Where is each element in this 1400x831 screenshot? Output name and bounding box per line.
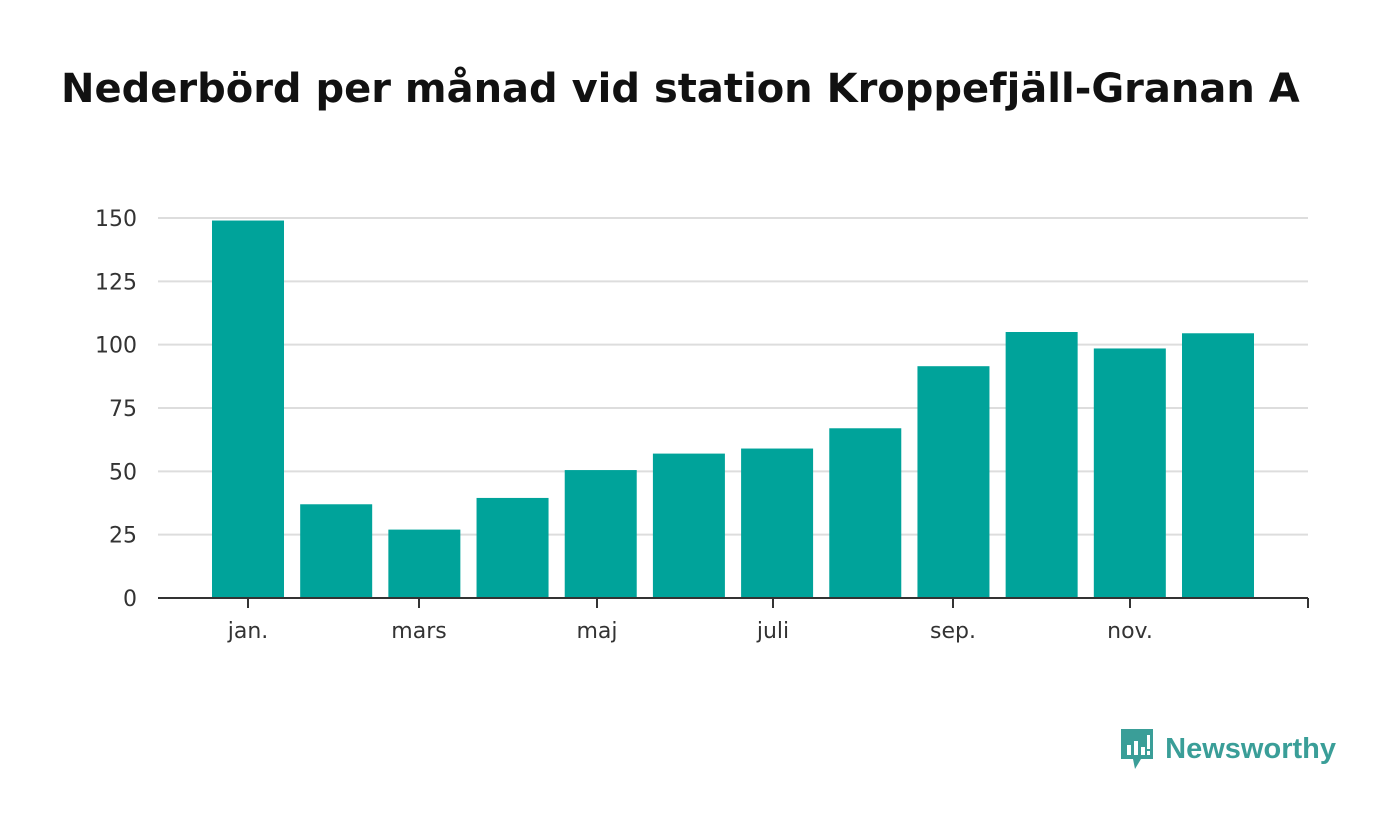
y-tick-label: 150	[95, 207, 137, 232]
x-tick-label: sep.	[930, 619, 976, 644]
newsworthy-logo-text: Newsworthy	[1165, 732, 1336, 765]
bar-mars	[388, 529, 461, 598]
y-tick-label: 25	[109, 524, 137, 549]
y-tick-label: 100	[95, 334, 137, 359]
x-tick-label: nov.	[1107, 619, 1153, 644]
bar-feb.	[300, 504, 373, 598]
bar-dec.	[1182, 333, 1254, 598]
tick-labels: 0 25 50 75 100 125 150 jan. mars maj juli sep. nov.	[95, 207, 1153, 644]
bar-maj	[564, 470, 637, 598]
bar-aug.	[829, 428, 902, 598]
y-tick-label: 75	[109, 397, 137, 422]
x-tick-label: jan.	[227, 619, 269, 644]
bar-juli	[741, 448, 814, 598]
x-tick-label: maj	[576, 619, 617, 644]
y-tick-label: 125	[95, 270, 137, 295]
bar-nov.	[1093, 348, 1166, 598]
bar-okt.	[1005, 332, 1078, 598]
newsworthy-logo-icon	[1121, 729, 1154, 769]
bar-apr.	[476, 497, 549, 598]
x-tick-label: mars	[391, 619, 446, 644]
bars	[212, 220, 1254, 599]
y-tick-label: 0	[123, 587, 137, 612]
bar-sep.	[917, 366, 990, 598]
bar-juni	[652, 453, 725, 598]
newsworthy-logo: Newsworthy	[1119, 727, 1336, 771]
y-tick-label: 50	[109, 460, 137, 485]
x-tick-label: juli	[756, 619, 789, 644]
axes	[158, 597, 1309, 608]
chart-title: Nederbörd per månad vid station Kroppefj…	[61, 66, 1300, 112]
bar-jan.	[212, 220, 284, 599]
